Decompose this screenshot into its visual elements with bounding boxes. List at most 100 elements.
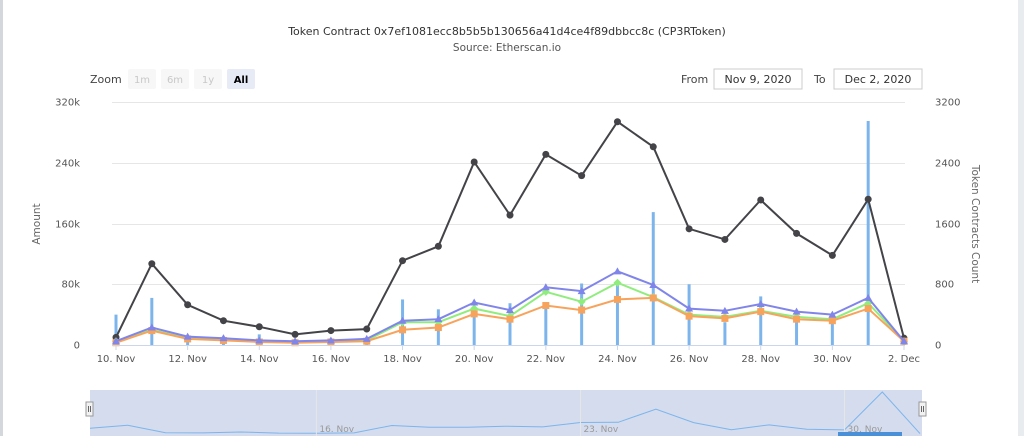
series-point — [327, 327, 335, 335]
bar — [795, 319, 799, 345]
series-point — [864, 305, 872, 313]
navigator-right-handle[interactable] — [918, 401, 927, 417]
bar — [544, 307, 548, 345]
zoom-button-1m[interactable] — [128, 69, 156, 89]
series-point — [685, 225, 693, 233]
bar — [508, 303, 512, 345]
bar — [723, 322, 727, 345]
series-point — [900, 337, 908, 345]
x-tick-label: 22. Nov — [527, 354, 566, 365]
series-point — [756, 299, 765, 307]
series-point — [255, 323, 263, 331]
series-point — [542, 150, 550, 158]
series-point — [470, 298, 479, 306]
x-tick-label: 20. Nov — [455, 354, 494, 365]
to-label: To — [813, 73, 826, 86]
x-tick-label: 24. Nov — [598, 354, 637, 365]
scrollbar-thumb[interactable] — [838, 432, 902, 436]
series-point — [792, 307, 801, 315]
y-left-tick-label: 240k — [55, 159, 80, 170]
series-point — [793, 229, 801, 237]
series-point — [541, 283, 550, 291]
series-point — [506, 315, 514, 323]
x-tick-label: 2. Dec — [888, 354, 920, 365]
navigator-left-handle[interactable] — [85, 401, 94, 417]
x-tick-label: 10. Nov — [97, 354, 136, 365]
bar — [615, 282, 619, 345]
zoom-button-label-1y: 1y — [202, 75, 214, 86]
chart-subtitle: Source: Etherscan.io — [453, 42, 561, 54]
y-axis-right-ticks: 0 800 1600 2400 3200 — [935, 98, 960, 352]
x-tick-label: 18. Nov — [383, 354, 422, 365]
x-tick-label: 16. Nov — [312, 354, 351, 365]
from-label: From — [681, 73, 708, 86]
series-point — [649, 143, 657, 151]
y-left-tick-label: 160k — [55, 220, 80, 231]
series-point — [828, 251, 836, 259]
y-axis-right-title: Token Contracts Count — [969, 164, 981, 283]
series-point — [184, 301, 192, 309]
right-scroll-gutter — [1018, 0, 1024, 436]
series-point — [506, 211, 514, 219]
y-right-tick-label: 1600 — [935, 220, 960, 231]
series-point — [577, 297, 586, 306]
series-point — [757, 308, 765, 316]
series-point — [649, 294, 657, 302]
bar — [580, 283, 584, 345]
series-point — [399, 257, 407, 265]
navigator-tick-label: 23. Nov — [583, 425, 618, 435]
bar — [472, 309, 476, 345]
to-date-value: Dec 2, 2020 — [845, 73, 912, 86]
bar — [830, 322, 834, 345]
gridlines — [112, 102, 905, 285]
series-point — [255, 336, 264, 344]
chart-title: Token Contract 0x7ef1081ecc8b5b5b130656a… — [287, 25, 726, 38]
navigator-series-line — [89, 391, 921, 434]
series-point — [613, 118, 621, 126]
series-point — [793, 315, 801, 323]
series-point — [291, 337, 300, 345]
navigator[interactable]: 16. Nov 23. Nov 30. Nov — [85, 390, 927, 436]
series-point — [864, 293, 873, 301]
bar — [759, 296, 763, 345]
series-point — [613, 278, 622, 287]
zoom-button-all[interactable] — [227, 69, 255, 89]
from-date-input[interactable] — [713, 68, 803, 90]
series-point — [470, 158, 478, 166]
navigator-tick-label: 16. Nov — [319, 425, 354, 435]
series-point — [757, 196, 765, 204]
to-date-input[interactable] — [833, 68, 923, 90]
series-point — [721, 314, 729, 322]
y-axis-left-ticks: 0 80k 160k 240k 320k — [55, 98, 80, 352]
zoom-buttons: 1m 6m 1y All — [128, 69, 255, 89]
bar — [150, 297, 154, 345]
series-point — [506, 306, 514, 314]
series-point — [649, 281, 658, 289]
bar — [651, 212, 655, 345]
y-right-tick-label: 3200 — [935, 98, 960, 109]
series-point — [434, 324, 442, 332]
y-left-tick-label: 320k — [55, 98, 80, 109]
y-left-tick-label: 80k — [61, 280, 80, 291]
zoom-button-1y[interactable] — [194, 69, 222, 89]
zoom-button-6m[interactable] — [161, 69, 189, 89]
x-tick-label: 28. Nov — [741, 354, 780, 365]
series-point — [828, 310, 837, 318]
series-point — [363, 325, 371, 333]
series-point — [434, 242, 442, 250]
series-point — [399, 326, 407, 334]
zoom-label: Zoom — [90, 73, 122, 86]
y-left-tick-label: 0 — [74, 341, 80, 352]
series-point — [326, 336, 335, 344]
y-right-tick-label: 800 — [935, 280, 954, 291]
series-point — [183, 332, 192, 340]
zoom-button-label-all: All — [234, 75, 249, 86]
series-point — [720, 306, 729, 314]
line-series — [112, 118, 908, 347]
series-point — [613, 267, 622, 275]
series-point — [147, 323, 156, 331]
series-point — [470, 310, 478, 318]
from-date-value: Nov 9, 2020 — [725, 73, 792, 86]
series-point — [577, 287, 586, 295]
